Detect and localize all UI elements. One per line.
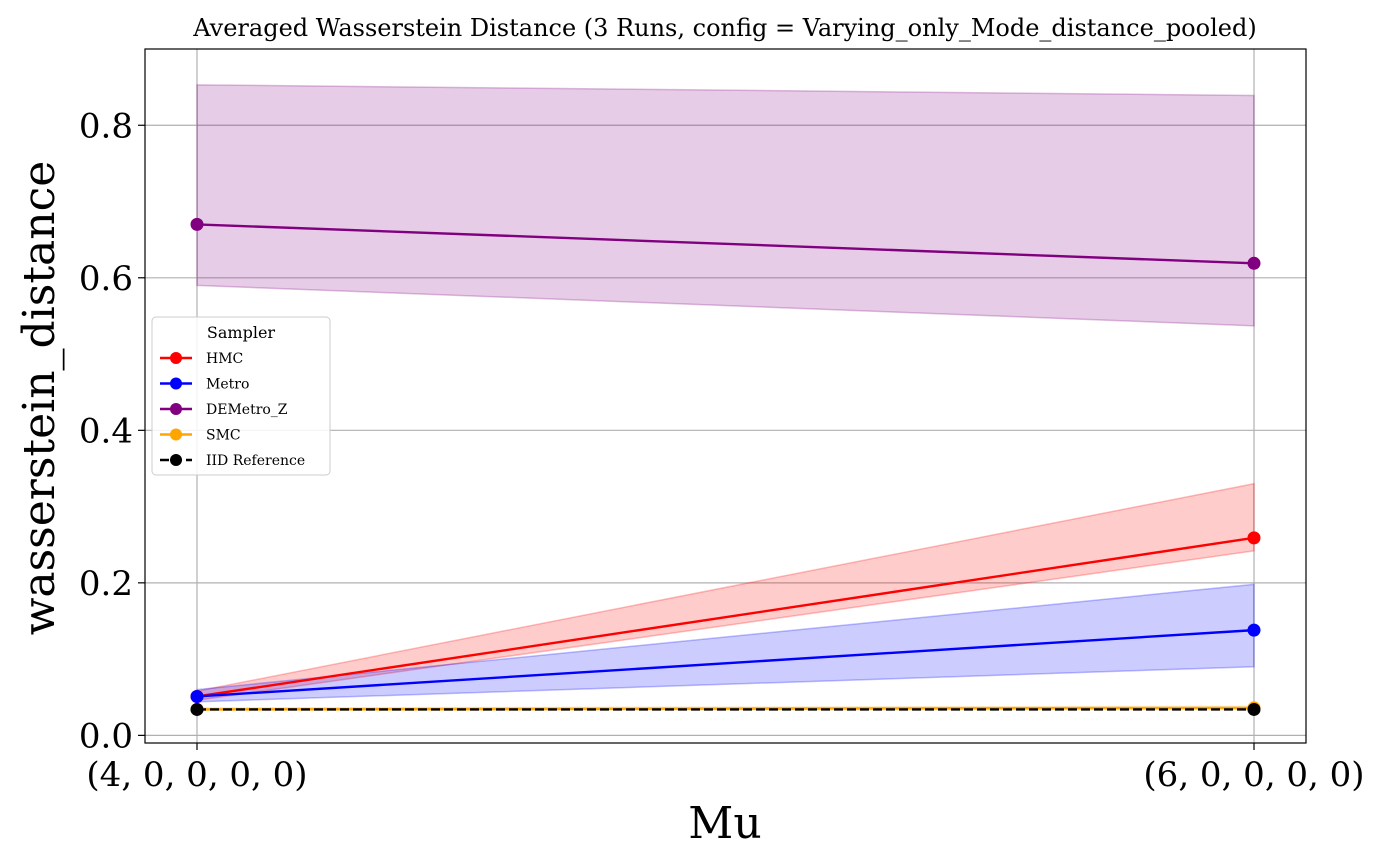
legend-item-metro: Metro — [160, 377, 249, 393]
line-hmc — [196, 536, 1255, 698]
x-tick-label-0: (4, 0, 0, 0, 0) — [86, 755, 307, 795]
point-iid-reference-1 — [1247, 702, 1261, 716]
series-points — [190, 217, 1261, 716]
legend-label-demetro-z: DEMetro_Z — [206, 402, 288, 418]
legend-label-metro: Metro — [206, 377, 249, 393]
plot-frame — [144, 48, 1307, 744]
legend-marker-demetro-z — [170, 403, 182, 415]
legend-item-iid-reference: IID Reference — [160, 453, 305, 469]
legend-marker-smc — [170, 428, 182, 441]
x-tick-label-1: (6, 0, 0, 0, 0) — [1143, 755, 1364, 795]
x-axis-label: Mu — [688, 798, 761, 849]
line-metro — [196, 628, 1255, 698]
legend-label-hmc: HMC — [206, 351, 243, 367]
y-tick-label-3: 0.6 — [79, 259, 133, 299]
legend-marker-metro — [170, 377, 182, 390]
point-metro-1 — [1247, 623, 1261, 637]
legend-item-hmc: HMC — [160, 351, 243, 367]
band-demetro-z — [196, 84, 1255, 327]
legend-item-demetro-z: DEMetro_Z — [160, 402, 288, 418]
point-demetro-z-0 — [190, 217, 204, 231]
axis-ticks: 0.0 0.2 0.4 0.6 0.8 (4, 0, 0, 0, 0) (6, 0, 0, … — [79, 106, 1365, 795]
legend-label-iid-reference: IID Reference — [206, 453, 305, 469]
legend-title: Sampler — [207, 323, 276, 342]
point-hmc-1 — [1247, 531, 1261, 545]
y-tick-label-2: 0.4 — [79, 411, 133, 451]
legend-item-smc: SMC — [160, 428, 241, 444]
y-axis-label: wasserstein_distance — [14, 161, 65, 636]
line-demetro-z — [196, 223, 1255, 265]
legend-label-smc: SMC — [206, 428, 241, 444]
y-tick-label-1: 0.2 — [79, 564, 133, 604]
y-tick-label-0: 0.0 — [79, 716, 133, 756]
point-iid-reference-0 — [190, 702, 204, 716]
point-demetro-z-1 — [1247, 256, 1261, 270]
legend-entries: HMC Metro DEMetro_Z SMC IID Reference — [160, 351, 305, 469]
legend: Sampler HMC Metro DEMetro_Z SMC IID Referenc… — [151, 316, 331, 476]
series-lines — [196, 223, 1255, 711]
legend-box — [151, 316, 331, 476]
chart-title: Averaged Wasserstein Distance (3 Runs, c… — [192, 14, 1256, 42]
legend-marker-iid-reference — [170, 454, 182, 466]
point-metro-0 — [190, 689, 204, 703]
legend-marker-hmc — [170, 352, 182, 364]
y-tick-label-4: 0.8 — [79, 106, 133, 146]
